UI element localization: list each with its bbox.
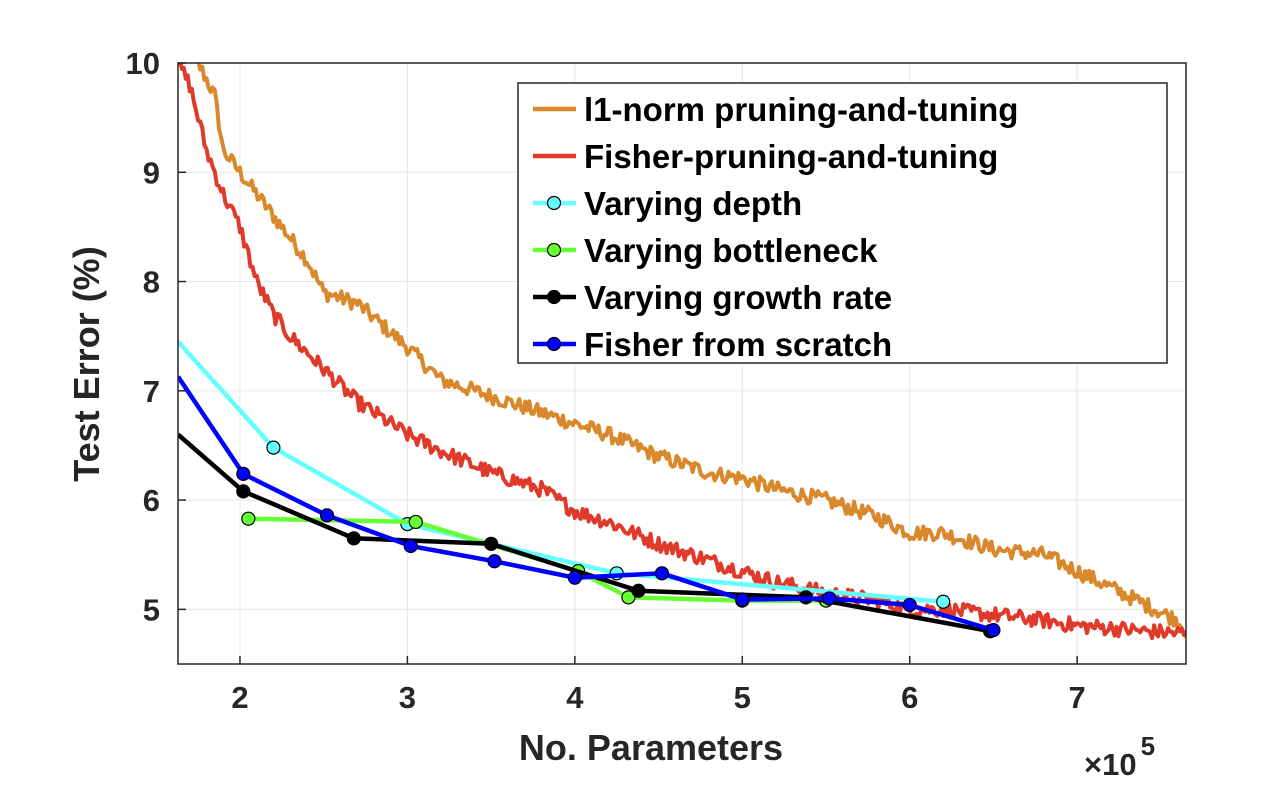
- plot-frame: [177, 62, 1187, 665]
- data-point: [408, 514, 423, 530]
- x-exponent: ×105: [1084, 731, 1155, 782]
- x-tick-label: 5: [734, 680, 751, 715]
- x-exponent-power: 5: [1141, 731, 1155, 761]
- data-point: [567, 570, 582, 585]
- x-tick-label: 6: [901, 680, 918, 715]
- x-tick-label: 3: [399, 680, 416, 715]
- legend-entry: l1-norm pruning-and-tuning: [533, 91, 1018, 128]
- x-tick-label: 2: [231, 680, 248, 715]
- series-line: [178, 63, 1186, 641]
- x-tick-label: 4: [566, 680, 584, 715]
- legend: l1-norm pruning-and-tuning Fisher-pruning…: [517, 82, 1168, 364]
- legend-entry: Varying bottleneck: [533, 232, 878, 269]
- legend-label: Fisher from scratch: [584, 326, 892, 363]
- y-tick-label: 8: [143, 265, 160, 300]
- data-point: [236, 484, 251, 499]
- legend-label: l1-norm pruning-and-tuning: [584, 91, 1018, 128]
- legend-marker: [546, 336, 562, 352]
- legend-entry: Varying growth rate: [533, 279, 892, 316]
- series-line: [196, 63, 1186, 639]
- legend-label: Varying growth rate: [584, 279, 892, 316]
- data-point: [403, 538, 418, 554]
- data-point: [654, 566, 670, 581]
- series-1: [178, 63, 1186, 641]
- ticks: 2 3 4 5 6 7 5 6 7 8 9 10: [126, 46, 1086, 715]
- legend-label: Varying bottleneck: [584, 232, 878, 269]
- data-point: [902, 597, 917, 613]
- legend-entry: Fisher from scratch: [533, 326, 892, 363]
- y-tick-label: 6: [143, 483, 160, 518]
- legend-entry: Varying depth: [533, 185, 802, 222]
- data-point: [236, 466, 251, 481]
- series-layer: [178, 63, 1186, 641]
- y-tick-label: 10: [126, 46, 160, 81]
- data-point: [822, 591, 837, 606]
- data-point: [631, 583, 646, 598]
- data-point: [266, 440, 281, 455]
- legend-label: Varying depth: [584, 185, 802, 222]
- legend-entry: Fisher-pruning-and-tuning: [533, 138, 998, 175]
- y-axis-label: Test Error (%): [66, 246, 107, 481]
- y-tick-label: 5: [143, 592, 160, 627]
- x-exponent-base: ×10: [1084, 747, 1137, 782]
- legend-label: Fisher-pruning-and-tuning: [584, 138, 998, 175]
- data-point: [241, 511, 256, 526]
- y-tick-label: 9: [143, 155, 160, 190]
- data-point: [936, 594, 951, 609]
- legend-marker: [546, 242, 562, 258]
- data-point: [986, 623, 1001, 638]
- data-point: [487, 554, 502, 569]
- series-5: [178, 375, 1001, 638]
- legend-marker: [546, 195, 562, 211]
- data-point: [484, 536, 499, 551]
- y-tick-label: 7: [143, 374, 160, 409]
- series-0: [196, 63, 1186, 639]
- data-point: [319, 508, 335, 523]
- legend-box: [517, 82, 1168, 364]
- data-point: [735, 592, 750, 607]
- data-point: [621, 590, 636, 605]
- x-axis-label: No. Parameters: [519, 727, 783, 768]
- legend-marker: [546, 289, 562, 305]
- data-point: [346, 531, 361, 546]
- x-tick-label: 7: [1069, 680, 1086, 715]
